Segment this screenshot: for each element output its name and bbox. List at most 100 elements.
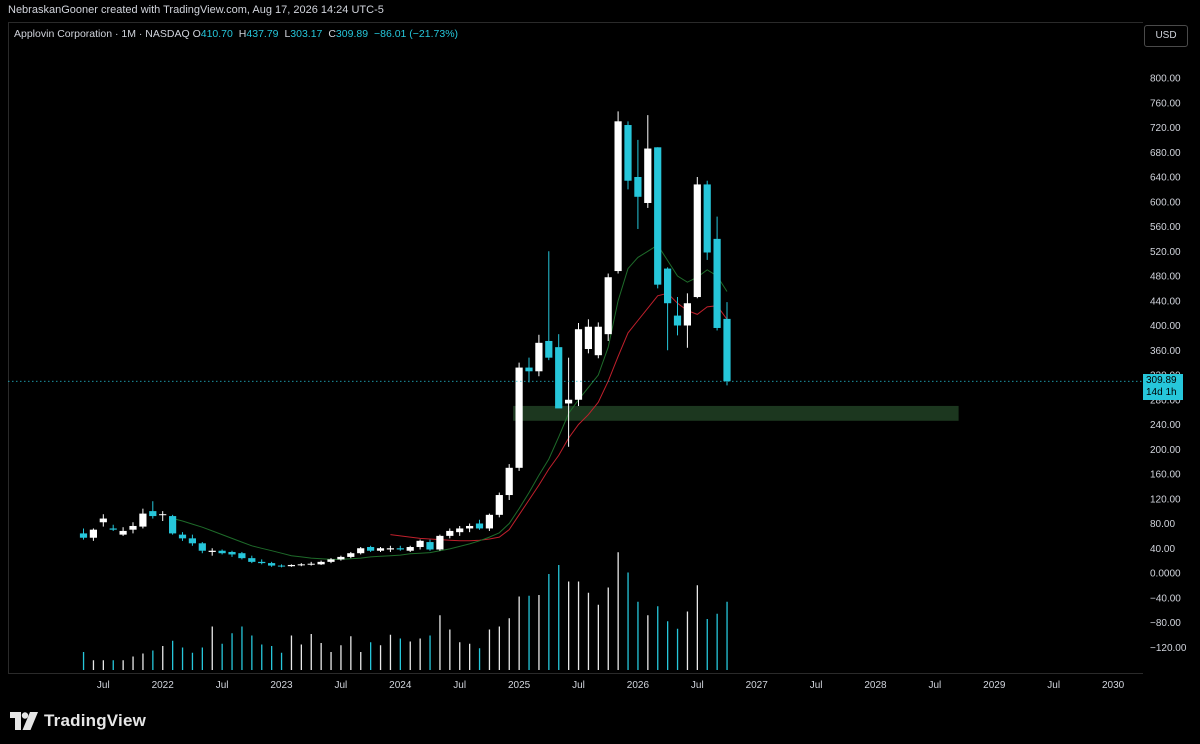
candle-body[interactable] (89, 529, 97, 538)
candle-body[interactable] (268, 563, 276, 566)
volume-bar (360, 652, 362, 670)
candle-body[interactable] (664, 268, 672, 304)
candle-body[interactable] (634, 177, 642, 197)
volume-bar (280, 652, 283, 670)
candle-body[interactable] (446, 530, 454, 536)
y-axis-tick-label: 520.00 (1150, 247, 1181, 258)
candle-body[interactable] (683, 303, 691, 326)
candle-body[interactable] (624, 125, 632, 181)
candle-body[interactable] (277, 565, 286, 567)
candle-body[interactable] (238, 553, 246, 559)
candle-body[interactable] (574, 329, 583, 400)
candle-body[interactable] (228, 551, 236, 555)
price-chart[interactable]: 800.00 760.00 720.00 680.00 640.00 600.00 560.… (0, 0, 1200, 700)
candle-body[interactable] (198, 543, 206, 551)
brand-name: TradingView (44, 711, 147, 730)
candle-body[interactable] (426, 542, 434, 550)
x-axis-tick-label: 2029 (983, 680, 1006, 691)
currency-button[interactable]: USD (1144, 25, 1188, 47)
volume-bar (122, 660, 124, 670)
candle-body[interactable] (713, 238, 721, 328)
candle-body[interactable] (495, 495, 503, 515)
candle-body[interactable] (367, 547, 375, 551)
candle-body[interactable] (535, 342, 543, 372)
candle-body[interactable] (79, 533, 88, 538)
candle-body[interactable] (347, 553, 355, 557)
candle-body[interactable] (129, 525, 137, 530)
candle-body[interactable] (139, 513, 147, 527)
volume-bar (449, 629, 451, 670)
candle-body[interactable] (436, 535, 444, 550)
candle-body[interactable] (485, 514, 493, 529)
credit-text: NebraskanGooner created with TradingView… (8, 4, 384, 16)
y-axis-tick-label: 480.00 (1150, 272, 1181, 283)
candle-body[interactable] (525, 367, 533, 372)
candle-body[interactable] (188, 538, 196, 544)
candle-body[interactable] (317, 561, 325, 565)
volume-bar (637, 601, 639, 670)
candle-body[interactable] (169, 516, 177, 534)
candle-body[interactable] (149, 511, 157, 517)
candle-body[interactable] (337, 556, 345, 560)
volume-bar (577, 581, 580, 670)
candle-body[interactable] (396, 548, 404, 550)
volume-bar (627, 572, 629, 670)
x-axis-tick-label: 2030 (1102, 680, 1125, 691)
candle-body[interactable] (565, 399, 573, 404)
volume-bar (379, 645, 382, 670)
candle-body[interactable] (604, 277, 612, 335)
candle-body[interactable] (248, 558, 256, 562)
volume-bar (162, 646, 164, 670)
ema-fast-line (172, 244, 728, 560)
candle-body[interactable] (178, 534, 187, 539)
volume-bar (667, 621, 669, 670)
support-zone[interactable] (513, 405, 959, 421)
candle-body[interactable] (376, 548, 385, 551)
candle-body[interactable] (357, 548, 365, 554)
candle-body[interactable] (159, 514, 167, 516)
volume-bar (350, 636, 352, 670)
candle-body[interactable] (515, 367, 523, 468)
candle-body[interactable] (475, 523, 484, 529)
candle-body[interactable] (594, 326, 602, 356)
candle-body[interactable] (644, 148, 652, 203)
candle-body[interactable] (99, 518, 107, 523)
candle-body[interactable] (456, 528, 464, 533)
x-axis-tick-label: Jul (572, 680, 585, 691)
last-price-value: 309.89 (1146, 375, 1177, 386)
candle-body[interactable] (614, 121, 622, 272)
candle-body[interactable] (258, 561, 266, 564)
candle-body[interactable] (693, 184, 701, 298)
volume-bar (261, 644, 263, 670)
y-axis-tick-label: −80.00 (1150, 618, 1181, 629)
candle-body[interactable] (466, 525, 474, 529)
candle-body[interactable] (297, 564, 305, 566)
y-axis-tick-label: 0.0000 (1150, 569, 1181, 580)
volume-bar (320, 643, 322, 670)
candle-body[interactable] (406, 547, 414, 551)
candle-body[interactable] (416, 540, 424, 548)
candle-body[interactable] (386, 548, 394, 550)
candle-body[interactable] (208, 550, 216, 552)
open-label: O (192, 28, 201, 40)
symbol-title[interactable]: Applovin Corporation · 1M · NASDAQ (14, 28, 190, 40)
candle-body[interactable] (584, 326, 592, 350)
candle-body[interactable] (218, 550, 226, 554)
x-axis-tick-label: Jul (691, 680, 704, 691)
candle-body[interactable] (673, 315, 682, 326)
volume-bar (112, 660, 114, 670)
candle-body[interactable] (327, 559, 335, 562)
candle-body[interactable] (505, 467, 513, 496)
volume-bar (558, 565, 560, 670)
candle-body[interactable] (287, 564, 295, 567)
candle-body[interactable] (654, 147, 662, 285)
candle-body[interactable] (545, 340, 553, 358)
candle-body[interactable] (723, 318, 731, 382)
candle-body[interactable] (703, 184, 711, 253)
candle-body[interactable] (119, 530, 127, 535)
candle-body[interactable] (307, 563, 315, 565)
candle-body[interactable] (109, 528, 117, 530)
candle-body[interactable] (555, 347, 563, 409)
y-axis-tick-label: 640.00 (1150, 173, 1181, 184)
volume-bar (607, 587, 609, 670)
